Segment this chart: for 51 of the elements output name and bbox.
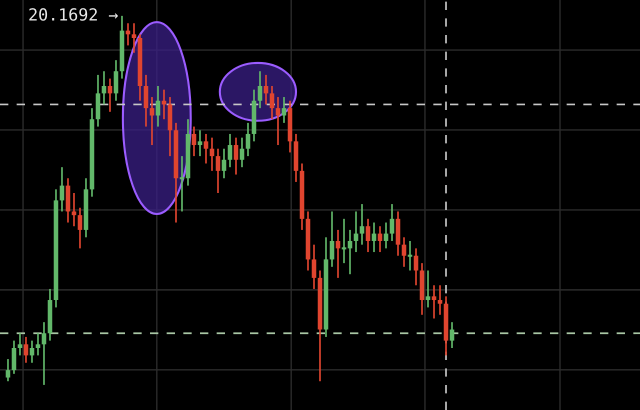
candlestick [222,148,226,180]
candlestick [432,284,436,320]
candlestick [108,78,112,113]
candlestick [270,85,274,120]
candlestick [426,270,430,308]
candlestick [150,96,154,146]
candlestick [276,96,280,146]
candlestick [450,321,454,349]
candlestick [78,206,82,250]
candlestick [354,210,358,253]
candlestick [216,148,220,194]
candlestick [30,340,34,364]
candlestick [402,236,406,268]
candlestick [330,210,334,268]
candlestick [126,22,130,46]
candlestick [12,340,16,375]
candlestick [162,88,166,120]
candlestick [60,166,64,212]
candlestick [36,332,40,356]
candlestick [72,192,76,228]
candlestick [42,321,46,386]
candlestick [210,136,214,172]
candlestick [156,85,160,128]
candlestick [18,332,22,356]
candlestick [102,70,106,106]
candlestick [24,336,28,364]
candlestick [390,203,394,242]
candlestick [246,122,250,157]
candlestick [114,59,118,102]
candlestick [336,229,340,279]
candlestick [228,133,232,168]
candlestick [132,22,136,54]
candlestick [282,96,286,124]
candlestick [438,284,442,316]
candlestick [384,222,388,250]
candlestick [312,244,316,290]
candlestick [240,136,244,168]
candlestick [192,126,196,157]
annotation: 20.1692 → [29,8,118,21]
candlestick [6,358,10,382]
candlestick [378,225,382,253]
candlestick [234,136,238,176]
candlestick [204,133,208,164]
candlestick [414,248,418,286]
candlestick [144,74,148,128]
candlestick [372,222,376,253]
candlestick [258,70,262,109]
candlestick [198,129,202,157]
candlestick [264,74,268,106]
candlestick [366,218,370,253]
candlestick [360,203,364,246]
